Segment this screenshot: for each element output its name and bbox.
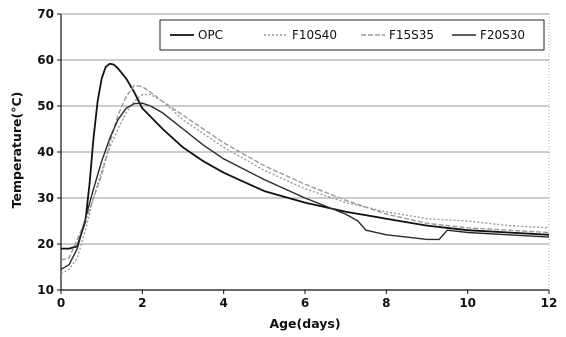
x-tick-label: 6 xyxy=(301,296,309,310)
series-line-f10s40 xyxy=(60,93,550,275)
x-tick-label: 4 xyxy=(219,296,227,310)
x-axis-label: Age(days) xyxy=(269,316,340,331)
legend: OPC F10S40 F15S35 F20S30 xyxy=(159,19,545,51)
legend-label-f20s30: F20S30 xyxy=(480,28,525,42)
legend-label-f15s35: F15S35 xyxy=(389,28,434,42)
y-tick-labels: 10 20 30 40 50 60 70 xyxy=(37,7,61,297)
legend-box xyxy=(159,19,545,51)
x-tick-labels: 0 2 4 6 8 10 12 xyxy=(57,290,558,310)
x-tick-label: 12 xyxy=(541,296,558,310)
y-tick-label: 60 xyxy=(37,53,54,67)
series-line-f15s35 xyxy=(60,84,550,261)
series-layer xyxy=(60,62,550,275)
y-tick-label: 70 xyxy=(37,7,54,21)
y-axis-label: Temperature(°C) xyxy=(9,92,24,209)
x-tick-label: 8 xyxy=(382,296,390,310)
series-line-opc xyxy=(61,62,550,250)
series-line-f20s30 xyxy=(60,102,550,270)
y-tick-label: 50 xyxy=(37,99,54,113)
y-tick-label: 40 xyxy=(37,145,54,159)
legend-label-f10s40: F10S40 xyxy=(292,28,337,42)
legend-label-opc: OPC xyxy=(198,28,223,42)
y-tick-label: 30 xyxy=(37,191,54,205)
x-tick-label: 0 xyxy=(57,296,65,310)
y-tick-label: 20 xyxy=(37,237,54,251)
y-tick-label: 10 xyxy=(37,283,54,297)
x-tick-label: 2 xyxy=(138,296,146,310)
x-tick-label: 10 xyxy=(459,296,476,310)
